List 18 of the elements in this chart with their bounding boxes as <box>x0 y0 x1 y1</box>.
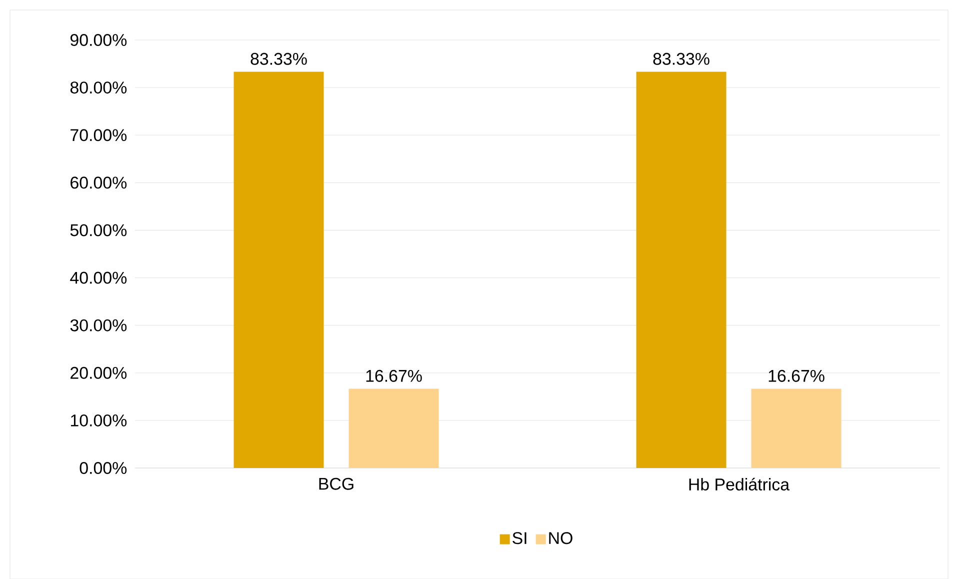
y-tick-label: 10.00% <box>71 414 127 426</box>
y-tick-label: 20.00% <box>70 366 127 379</box>
data-label: 83.33% <box>653 52 710 65</box>
data-label: 16.67% <box>366 370 422 382</box>
y-tick-label: 80.00% <box>70 82 127 94</box>
y-tick-label: 40.00% <box>70 272 127 284</box>
y-tick-label: 60.00% <box>70 176 127 189</box>
x-tick-label: Hb Pediátrica <box>689 478 790 490</box>
y-tick-label: 50.00% <box>70 224 127 236</box>
x-tick-label: BCG <box>319 478 354 490</box>
data-label: 16.67% <box>768 370 824 382</box>
y-tick-label: 30.00% <box>70 319 127 332</box>
y-tick-label: 90.00% <box>70 34 127 46</box>
data-label: 83.33% <box>250 52 307 65</box>
y-tick-label: 0.00% <box>80 462 127 474</box>
legend-label: NO <box>549 532 572 544</box>
legend-label: SI <box>512 532 526 544</box>
y-tick-label: 70.00% <box>70 129 127 142</box>
